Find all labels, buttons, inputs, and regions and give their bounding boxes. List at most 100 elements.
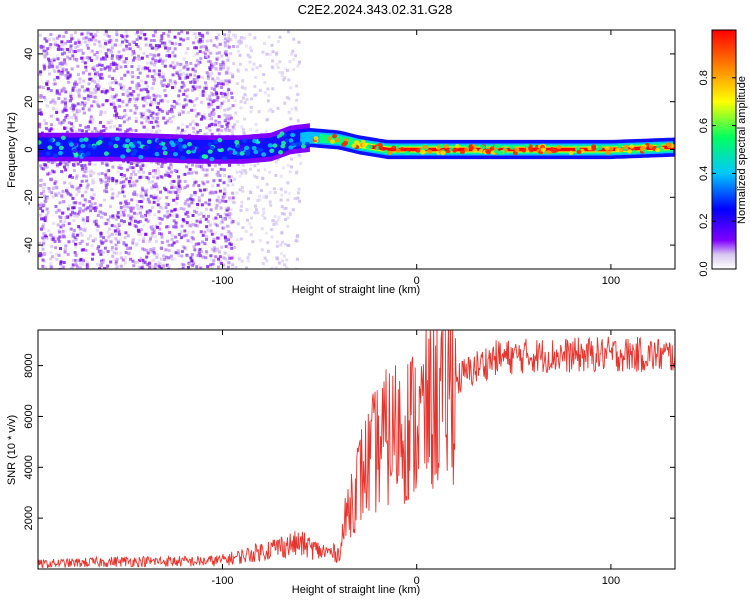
noise-pixel [109,215,113,219]
ridge-blob [182,144,188,149]
ridge-blob [207,149,213,154]
noise-pixel [219,206,223,210]
noise-pixel [99,67,103,71]
noise-pixel [85,33,89,37]
noise-pixel [186,265,190,269]
noise-pixel [99,243,103,247]
noise-pixel [295,257,299,261]
noise-pixel [256,168,260,172]
noise-pixel [280,240,284,244]
noise-pixel [287,110,291,114]
noise-pixel [83,89,87,93]
noise-pixel [179,62,183,66]
noise-pixel [226,91,230,95]
noise-pixel [166,210,170,214]
noise-pixel [60,170,64,174]
noise-pixel [290,165,294,169]
noise-pixel [140,115,144,119]
noise-pixel [54,236,58,240]
noise-pixel [52,56,56,60]
noise-pixel [220,101,224,105]
noise-pixel [219,167,223,171]
noise-pixel [176,251,180,255]
noise-pixel [145,128,149,132]
noise-pixel [262,211,266,215]
noise-pixel [44,196,48,200]
noise-pixel [184,75,188,79]
ridge-blob [568,150,574,156]
noise-pixel [84,200,88,204]
noise-pixel [91,79,95,83]
ridge-blob [48,137,54,143]
noise-pixel [38,252,42,256]
noise-pixel [93,127,97,131]
noise-pixel [152,194,156,198]
noise-pixel [210,190,214,194]
noise-pixel [64,115,68,119]
noise-pixel [219,67,223,71]
noise-pixel [202,188,206,192]
noise-pixel [122,120,126,124]
noise-pixel [77,225,81,229]
noise-pixel [141,215,145,219]
noise-pixel [87,38,91,42]
noise-pixel [85,261,89,265]
noise-pixel [283,101,287,105]
noise-pixel [152,93,156,97]
noise-pixel [49,89,53,93]
noise-pixel [155,194,159,198]
noise-pixel [99,203,103,207]
noise-pixel [97,85,101,89]
noise-pixel [130,53,134,57]
noise-pixel [125,39,129,43]
noise-pixel [55,54,59,58]
noise-pixel [136,67,140,71]
noise-pixel [174,190,178,194]
noise-pixel [225,125,229,129]
noise-pixel [118,128,122,132]
noise-pixel [104,176,108,180]
noise-pixel [172,190,176,194]
ridge-blob [177,137,183,143]
noise-pixel [209,112,213,116]
noise-pixel [193,103,197,107]
noise-pixel [133,111,137,115]
noise-pixel [73,214,77,218]
noise-pixel [115,67,119,71]
noise-pixel [113,95,117,99]
noise-pixel [131,206,135,210]
ridge-blob [415,148,421,153]
noise-pixel [215,45,219,49]
noise-pixel [51,237,55,241]
noise-pixel [38,72,42,76]
noise-pixel [177,183,181,187]
noise-pixel [131,49,135,53]
noise-pixel [110,57,114,61]
ridge-blob [665,142,671,147]
noise-pixel [137,65,141,69]
noise-pixel [195,59,199,63]
noise-pixel [42,227,46,231]
noise-pixel [219,82,223,86]
noise-pixel [204,81,208,85]
noise-pixel [149,61,153,65]
noise-pixel [245,44,249,48]
noise-pixel [134,225,138,229]
noise-pixel [112,102,116,106]
noise-pixel [89,50,93,54]
noise-pixel [222,226,226,230]
noise-pixel [163,186,167,190]
noise-pixel [71,125,75,129]
ridge-blob [524,143,530,149]
noise-pixel [115,33,119,37]
noise-pixel [280,212,284,216]
noise-pixel [256,162,260,166]
noise-pixel [182,104,186,108]
noise-pixel [86,97,90,101]
noise-pixel [43,266,47,269]
noise-pixel [297,62,301,66]
noise-pixel [102,236,106,240]
ridge-blob [162,154,168,160]
noise-pixel [172,42,176,46]
noise-pixel [199,100,203,104]
